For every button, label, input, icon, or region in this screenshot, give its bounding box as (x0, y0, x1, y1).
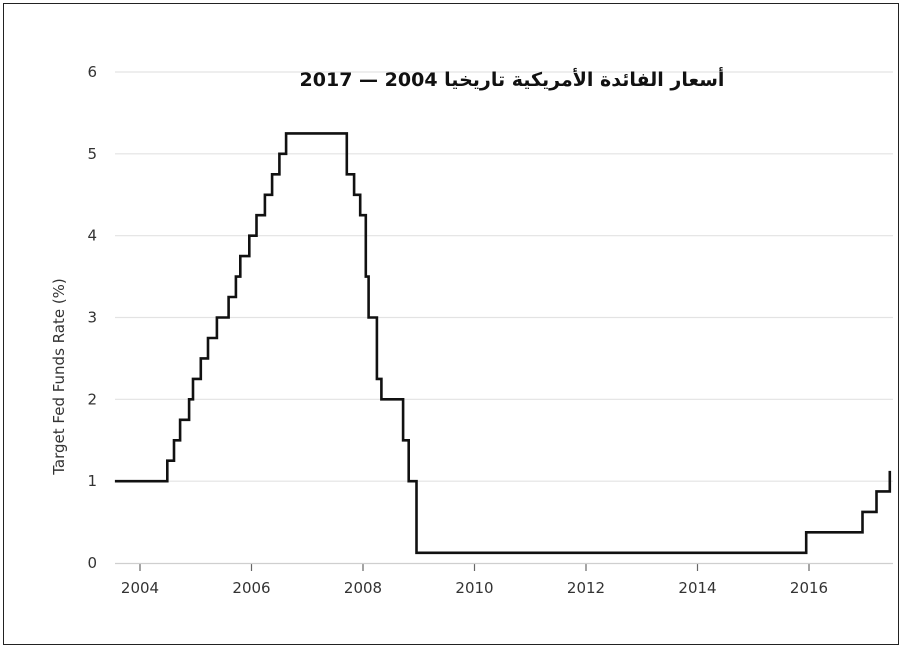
y-tick-label: 0 (87, 554, 97, 572)
x-tick-label: 2016 (790, 579, 828, 597)
y-tick-label: 3 (87, 309, 97, 327)
y-tick-label: 4 (87, 227, 97, 245)
y-tick-label: 1 (87, 472, 97, 490)
y-tick-labels: 0 1 2 3 4 5 6 (87, 63, 97, 572)
y-axis-label: Target Fed Funds Rate (%) (50, 278, 68, 476)
y-tick-label: 5 (87, 145, 97, 163)
y-tick-label: 2 (87, 390, 97, 408)
x-tick-label: 2012 (567, 579, 605, 597)
grid-lines (115, 71, 893, 482)
x-tick-labels: 2004 2006 2008 2010 2012 2014 2016 (121, 563, 828, 597)
chart-frame (3, 3, 899, 645)
x-tick-label: 2008 (344, 579, 382, 597)
rate-step-line (114, 132, 892, 555)
y-tick-label: 6 (87, 63, 97, 81)
x-tick-label: 2004 (121, 579, 159, 597)
x-tick-label: 2010 (455, 579, 493, 597)
x-tick-label: 2014 (678, 579, 716, 597)
x-tick-label: 2006 (232, 579, 270, 597)
chart-title: أسعار الفائدة الأمريكية تاريخيا 2004 — 2… (300, 67, 725, 91)
